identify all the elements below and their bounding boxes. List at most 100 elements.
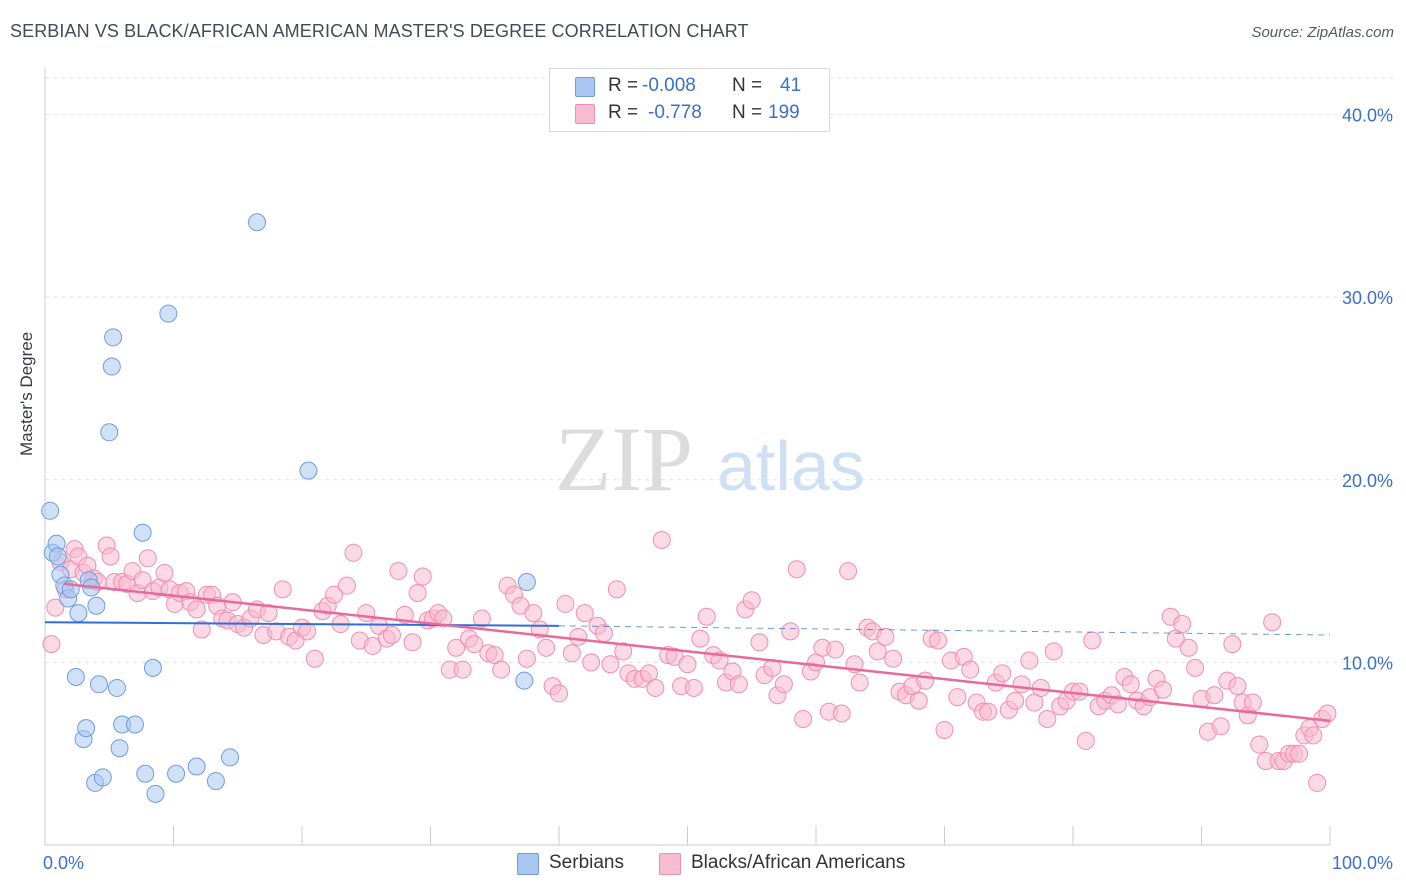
point-blacks bbox=[993, 664, 1012, 683]
point-serbians bbox=[104, 328, 123, 347]
point-blacks bbox=[434, 609, 453, 628]
point-blacks bbox=[826, 640, 845, 659]
point-blacks bbox=[550, 684, 568, 703]
point-blacks bbox=[1290, 744, 1309, 763]
legend-swatch-serbians bbox=[517, 853, 539, 875]
point-blacks bbox=[1076, 731, 1095, 750]
point-blacks bbox=[325, 585, 344, 604]
point-serbians bbox=[66, 667, 85, 686]
point-blacks bbox=[138, 549, 157, 568]
point-blacks bbox=[961, 660, 980, 679]
point-serbians bbox=[100, 423, 119, 442]
point-blacks bbox=[1038, 709, 1057, 728]
point-blacks bbox=[298, 622, 317, 641]
legend-row-blacks: R = -0.778 N = 199 bbox=[550, 101, 829, 127]
point-blacks bbox=[1318, 704, 1337, 723]
chart-title: SERBIAN VS BLACK/AFRICAN AMERICAN MASTER… bbox=[10, 21, 749, 41]
point-blacks bbox=[935, 720, 954, 739]
point-blacks bbox=[569, 627, 588, 646]
point-blacks bbox=[382, 625, 401, 644]
point-blacks bbox=[537, 638, 556, 657]
legend-n-value: 41 bbox=[780, 75, 802, 96]
point-serbians bbox=[136, 764, 155, 783]
point-blacks bbox=[524, 604, 543, 623]
point-blacks bbox=[646, 678, 665, 697]
point-blacks bbox=[729, 675, 748, 694]
point-blacks bbox=[607, 580, 626, 599]
point-blacks bbox=[948, 688, 967, 707]
point-blacks bbox=[652, 531, 671, 550]
point-blacks bbox=[1263, 613, 1282, 632]
point-blacks bbox=[389, 562, 408, 581]
point-serbians bbox=[146, 784, 165, 803]
point-blacks bbox=[1006, 691, 1025, 710]
legend-swatch-blacks bbox=[659, 853, 681, 875]
tick-labels: 10.0% 20.0% 30.0% 40.0% 0.0% 100.0% bbox=[43, 106, 1393, 873]
point-blacks bbox=[492, 660, 511, 679]
point-blacks bbox=[594, 624, 613, 643]
point-blacks bbox=[839, 562, 858, 581]
point-blacks bbox=[357, 604, 376, 623]
point-blacks bbox=[614, 642, 633, 661]
point-blacks bbox=[1153, 680, 1172, 699]
point-blacks bbox=[697, 607, 716, 626]
trendline-serbians-extension bbox=[558, 625, 1331, 636]
point-serbians bbox=[102, 357, 121, 376]
point-blacks bbox=[601, 655, 620, 674]
point-blacks bbox=[305, 649, 324, 668]
point-serbians bbox=[125, 715, 144, 734]
point-serbians bbox=[77, 719, 96, 738]
point-blacks bbox=[344, 543, 363, 562]
point-blacks bbox=[1186, 658, 1205, 677]
legend-r-value: -0.778 bbox=[648, 102, 702, 123]
x-tick-label-max: 100.0% bbox=[1332, 853, 1393, 873]
point-serbians bbox=[159, 304, 178, 323]
point-serbians bbox=[133, 523, 152, 542]
x-tick-label-min: 0.0% bbox=[43, 853, 84, 873]
gridlines bbox=[45, 77, 1395, 663]
point-blacks bbox=[1012, 675, 1031, 694]
point-blacks bbox=[691, 629, 710, 648]
point-blacks bbox=[916, 671, 935, 690]
legend-box: R = -0.008 N = 41 R = -0.778 N = 199 bbox=[549, 68, 830, 132]
point-blacks bbox=[1179, 638, 1198, 657]
watermark-zip: ZIP bbox=[555, 408, 693, 510]
point-blacks bbox=[1211, 717, 1230, 736]
point-blacks bbox=[259, 604, 278, 623]
point-blacks bbox=[363, 636, 382, 655]
source-label: Source: ZipAtlas.com bbox=[1251, 24, 1394, 41]
y-tick-label: 40.0% bbox=[1342, 106, 1393, 126]
point-blacks bbox=[582, 653, 601, 672]
point-blacks bbox=[979, 702, 998, 721]
point-blacks bbox=[192, 620, 211, 639]
point-blacks bbox=[575, 604, 594, 623]
point-blacks bbox=[517, 649, 536, 668]
point-blacks bbox=[408, 583, 427, 602]
point-serbians bbox=[248, 213, 267, 232]
point-blacks bbox=[787, 560, 806, 579]
point-blacks bbox=[465, 635, 484, 654]
watermark-atlas: atlas bbox=[717, 427, 865, 505]
legend-label-serbians: Serbians bbox=[549, 852, 624, 873]
point-blacks bbox=[1304, 726, 1323, 745]
point-blacks bbox=[1223, 635, 1242, 654]
point-serbians bbox=[515, 671, 534, 690]
legend-r-value: -0.008 bbox=[642, 75, 696, 96]
legend-n-label: N = bbox=[732, 75, 763, 96]
y-tick-label: 30.0% bbox=[1342, 288, 1393, 308]
point-blacks bbox=[133, 571, 152, 590]
point-blacks bbox=[781, 622, 800, 641]
point-serbians bbox=[299, 461, 318, 480]
point-blacks bbox=[1020, 651, 1039, 670]
point-blacks bbox=[1108, 695, 1127, 714]
point-blacks bbox=[684, 678, 703, 697]
point-blacks bbox=[1044, 642, 1063, 661]
point-blacks bbox=[1070, 682, 1089, 701]
axes bbox=[44, 68, 1331, 846]
point-blacks bbox=[101, 547, 120, 566]
point-serbians bbox=[107, 678, 126, 697]
point-blacks bbox=[929, 631, 948, 650]
trendlines bbox=[44, 582, 1331, 723]
point-blacks bbox=[750, 633, 769, 652]
